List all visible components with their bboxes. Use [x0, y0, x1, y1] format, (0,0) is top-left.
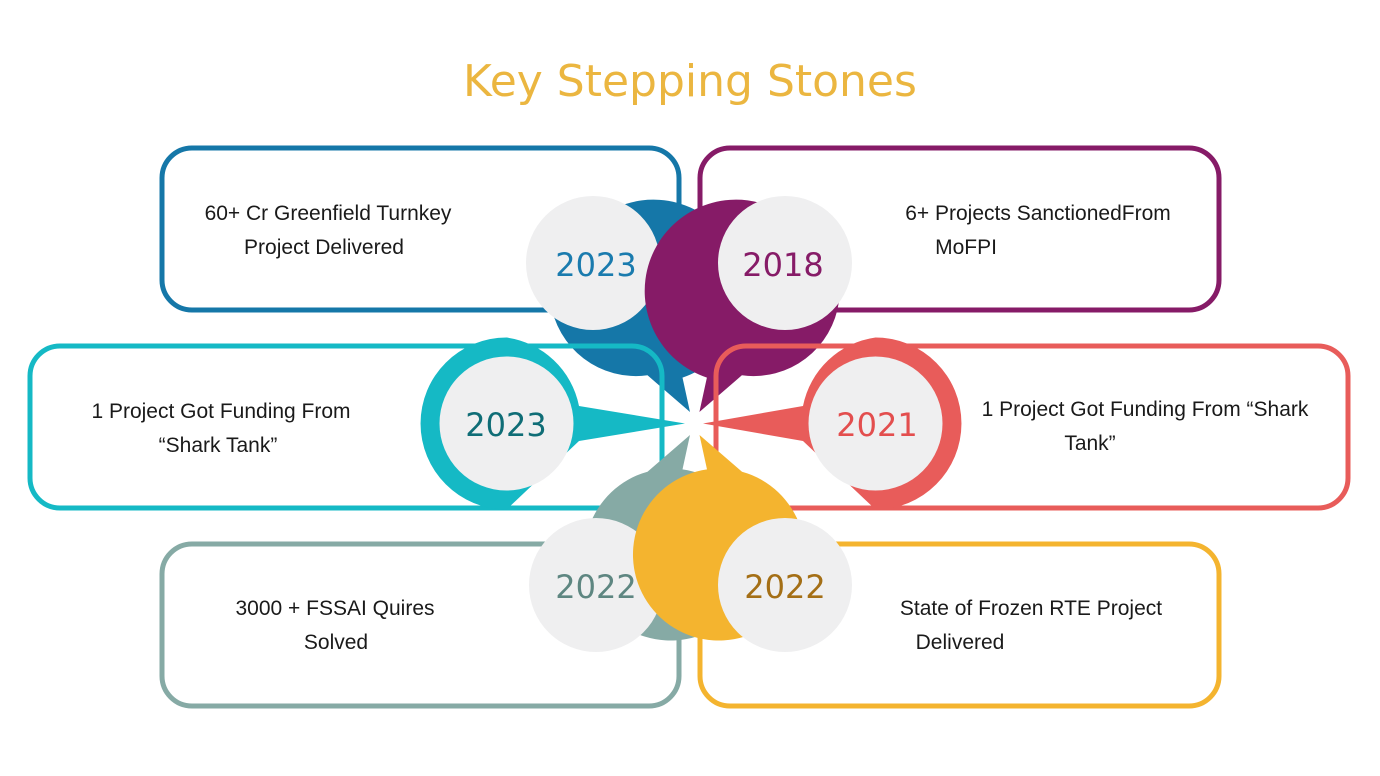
- milestone-description-line-2: Project Delivered: [244, 236, 404, 259]
- milestone-year: 2021: [836, 406, 917, 444]
- milestone-card-border: [713, 343, 1351, 511]
- year-disc: [439, 356, 574, 491]
- milestone-year: 2022: [744, 568, 825, 606]
- milestone-description-line-1: 1 Project Got Funding From: [91, 400, 350, 423]
- milestone-description-line-2: “Shark Tank”: [159, 434, 278, 457]
- year-disc: [808, 356, 943, 491]
- year-disc: [529, 518, 663, 652]
- milestone-description-line-1: 60+ Cr Greenfield Turnkey: [205, 202, 452, 225]
- milestone-year: 2018: [742, 246, 823, 284]
- milestone-description-line-1: 1 Project Got Funding From “Shark: [982, 398, 1309, 421]
- year-disc: [718, 518, 852, 652]
- year-disc: [526, 196, 660, 330]
- milestone-card-middle-left: 2023 1 Project Got Funding From “Shark T…: [27, 337, 685, 511]
- milestone-description-line-2: Solved: [304, 631, 368, 654]
- milestone-card-middle-right: 2021 1 Project Got Funding From “Shark T…: [703, 337, 1351, 511]
- milestone-description-line-1: State of Frozen RTE Project: [900, 597, 1162, 620]
- milestone-description-line-2: Tank”: [1064, 432, 1115, 455]
- milestone-card-bottom-right: 2022 State of Frozen RTE Project Deliver…: [632, 435, 1222, 709]
- milestone-description-line-2: MoFPI: [935, 236, 997, 259]
- milestone-description-line-1: 6+ Projects SanctionedFrom: [905, 202, 1171, 225]
- diagram-title: Key Stepping Stones: [463, 56, 917, 107]
- milestone-description-line-1: 3000 + FSSAI Quires: [235, 597, 434, 620]
- milestone-year: 2023: [555, 246, 636, 284]
- milestone-card-top-right: 2018 6+ Projects SanctionedFrom MoFPI: [644, 145, 1222, 412]
- milestone-year: 2023: [465, 406, 546, 444]
- milestone-description-line-2: Delivered: [916, 631, 1005, 654]
- year-disc: [718, 196, 852, 330]
- milestone-year: 2022: [555, 568, 636, 606]
